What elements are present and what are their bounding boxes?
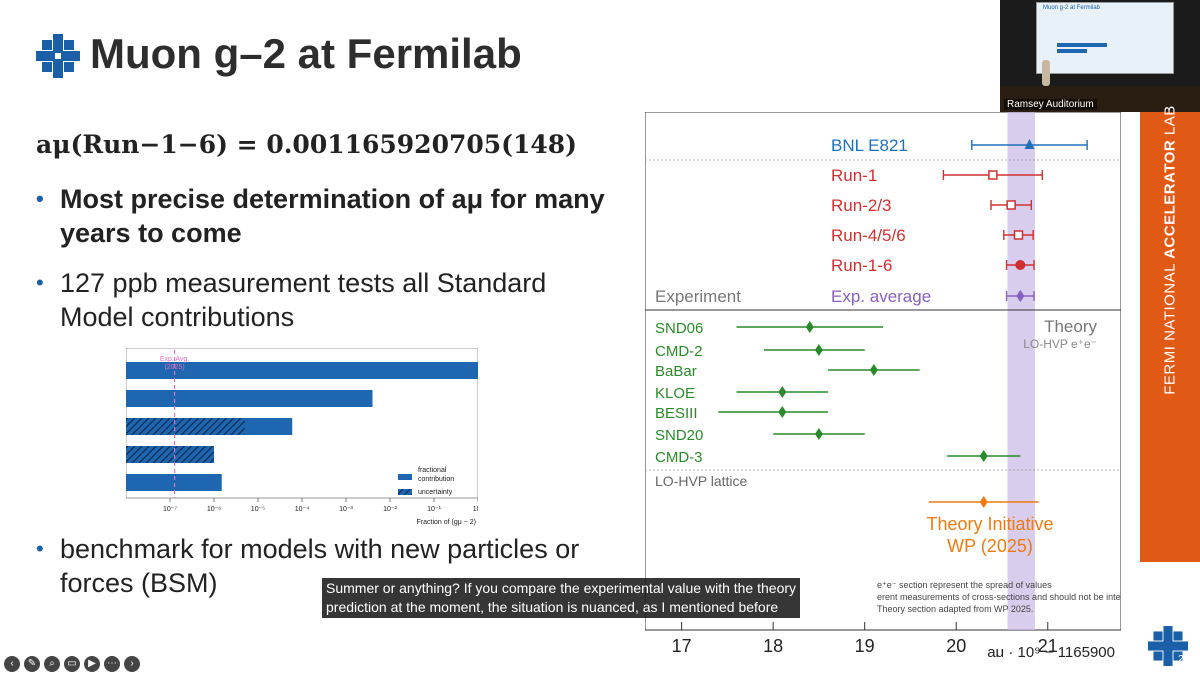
plot-xtick: 21: [1038, 636, 1058, 656]
forward-icon[interactable]: ›: [124, 656, 140, 672]
theory-section-label: Theory: [1044, 317, 1097, 336]
contribution-bar-chart: QED (α/2π)QED (higher)HVPHLbLEW 10⁻⁷10⁻⁶…: [126, 348, 478, 526]
bullet-3-text: benchmark for models with new particles …: [60, 534, 580, 598]
series-label-6: SND06: [655, 320, 703, 337]
webcam-speaker: [1042, 60, 1050, 86]
webcam-location-label: Ramsey Auditorium: [1004, 99, 1097, 110]
bullet-2-text: 127 ppb measurement tests all Standard M…: [60, 268, 547, 332]
bar-chart-xtick: 10⁻⁴: [295, 506, 310, 513]
zoom-icon[interactable]: ⌕: [44, 656, 60, 672]
g2-comparison-plot: Experiment Theory LO-HVP e⁺e⁻ LO-HVP lat…: [645, 112, 1121, 657]
page-number: 23: [1178, 654, 1190, 665]
series-label-3: Run-4/5/6: [831, 226, 906, 245]
series-label-9: KLOE: [655, 385, 695, 402]
legend-swatch-contribution: [398, 474, 412, 480]
series-label-7: CMD-2: [655, 343, 703, 360]
bullet-dot-icon: •: [36, 536, 44, 561]
bar-chart-xtick: 10⁻¹: [427, 506, 441, 513]
exp-avg-label: Exp. Avg.: [160, 356, 190, 363]
live-caption: Summer or anything? If you compare the e…: [322, 578, 801, 618]
theory-subsection-label: LO-HVP e⁺e⁻: [1023, 337, 1097, 351]
bar-chart-xtick: 10⁻³: [339, 506, 353, 513]
marker-9: [778, 386, 787, 398]
bar-chart-xtick: 10⁻⁶: [207, 506, 221, 513]
footer-logo-icon: [1148, 626, 1188, 666]
marker-2: [1006, 200, 1016, 210]
amu-formula: aμ(Run−1−6) = 0.001165920705(148): [36, 130, 578, 159]
marker-7: [814, 344, 823, 356]
bar-chart-xtick: 10⁻²: [383, 506, 397, 513]
marker-0: [1024, 139, 1035, 149]
bar-uncertainty-2: [126, 418, 245, 435]
series-label-11: SND20: [655, 427, 703, 444]
marker-11: [814, 428, 823, 440]
bar-1: [126, 390, 373, 407]
theory-initiative-label-line2: WP (2025): [947, 536, 1033, 556]
bullet-dot-icon: •: [36, 270, 44, 295]
bullet-2: • 127 ppb measurement tests all Standard…: [36, 266, 616, 334]
legend-label-line1: fractional: [418, 467, 447, 474]
bar-chart-xtick: 10⁻⁷: [163, 506, 177, 513]
series-label-5: Exp. average: [831, 287, 931, 306]
caption-line-2: prediction at the moment, the situation …: [326, 599, 779, 615]
marker-13: [979, 496, 988, 508]
caption-line-1: Summer or anything? If you compare the e…: [326, 580, 797, 596]
back-icon[interactable]: ‹: [4, 656, 20, 672]
slide-title: Muon g–2 at Fermilab: [90, 30, 522, 77]
webcam-view: Muon g-2 at Fermilab: [1000, 0, 1200, 112]
series-label-0: BNL E821: [831, 136, 908, 155]
bar-0: [126, 362, 478, 379]
fermilab-sidebar: [1140, 112, 1200, 562]
plot-xtick: 19: [855, 636, 875, 656]
bar-uncertainty-3: [126, 446, 214, 463]
marker-10: [778, 406, 787, 418]
bar-4: [126, 474, 222, 491]
marker-6: [805, 321, 814, 333]
plot-note-line3: Theory section adapted from WP 2025.: [877, 604, 1033, 614]
plot-xtick: 20: [946, 636, 966, 656]
presentation-toolbar: ‹ ✎ ⌕ ▭ ▶ ⋯ ›: [4, 656, 140, 674]
marker-5: [1016, 290, 1025, 302]
video-icon[interactable]: ▶: [84, 656, 100, 672]
legend-swatch-uncertainty: [398, 489, 412, 495]
exp-average-band: [1007, 112, 1035, 630]
webcam-screen: Muon g-2 at Fermilab: [1036, 2, 1174, 74]
pen-icon[interactable]: ✎: [24, 656, 40, 672]
bullet-1-text: Most precise determination of aμ for man…: [60, 184, 605, 248]
plot-note-line2: erent measurements of cross-sections and…: [877, 592, 1121, 602]
marker-12: [979, 450, 988, 462]
bullet-1: • Most precise determination of aμ for m…: [36, 182, 616, 250]
marker-1: [988, 170, 998, 180]
series-label-12: CMD-3: [655, 449, 703, 466]
more-icon[interactable]: ⋯: [104, 656, 120, 672]
marker-3: [1013, 230, 1024, 240]
fermilab-logo-icon: [36, 34, 80, 78]
lattice-section-label: LO-HVP lattice: [655, 473, 748, 489]
marker-4: [1015, 260, 1026, 270]
plot-xtick: 18: [763, 636, 783, 656]
legend-label-line2: contribution: [418, 476, 454, 483]
cc-icon[interactable]: ▭: [64, 656, 80, 672]
bar-chart-xtick: 10⁻⁵: [251, 506, 265, 513]
marker-8: [869, 364, 878, 376]
theory-initiative-label-line1: Theory Initiative: [926, 514, 1053, 534]
bar-chart-xlabel: Fraction of (gμ − 2): [417, 519, 476, 526]
series-label-2: Run-2/3: [831, 196, 891, 215]
fermilab-sidebar-text: FERMI NATIONAL ACCELERATOR LAB: [1161, 105, 1179, 395]
plot-xlabel: aμ · 10⁹ − 1165900: [987, 644, 1115, 657]
legend-label-uncertainty: uncertainty: [418, 489, 453, 496]
exp-avg-year-label: (2025): [164, 364, 184, 371]
experiment-section-label: Experiment: [655, 287, 741, 306]
webcam-screen-title: Muon g-2 at Fermilab: [1043, 5, 1101, 11]
bullet-dot-icon: •: [36, 186, 44, 211]
bar-chart-xtick: 10⁰: [473, 505, 478, 513]
series-label-10: BESIII: [655, 405, 698, 422]
bullet-3: • benchmark for models with new particle…: [36, 532, 616, 600]
plot-xtick: 17: [672, 636, 692, 656]
plot-note-line1: e⁺e⁻ section represent the spread of val…: [877, 580, 1052, 590]
series-label-8: BaBar: [655, 363, 697, 380]
series-label-1: Run-1: [831, 166, 877, 185]
series-label-4: Run-1-6: [831, 256, 892, 275]
